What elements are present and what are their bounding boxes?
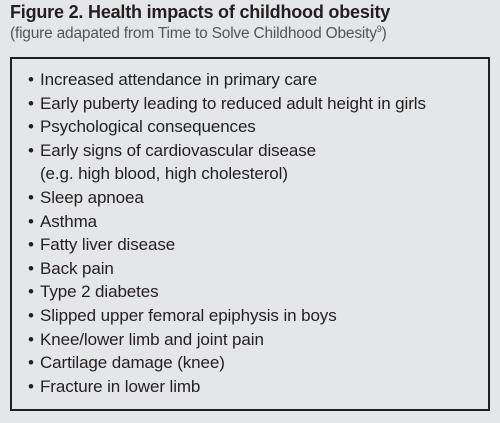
item-text: Back pain <box>40 258 114 278</box>
item-text: Fatty liver disease <box>40 235 176 255</box>
list-item: Fracture in lower limb <box>28 375 488 399</box>
figure-subtitle: (figure adapated from Time to Solve Chil… <box>10 24 387 43</box>
list-item: Early puberty leading to reduced adult h… <box>28 92 488 116</box>
list-item: Psychological consequences <box>28 115 488 139</box>
list-item: Asthma <box>28 210 488 234</box>
list-item: Sleep apnoea <box>28 186 488 210</box>
list-item: Cartilage damage (knee) <box>28 351 488 375</box>
item-text: Type 2 diabetes <box>40 282 159 302</box>
item-text: Early signs of cardiovascular disease <box>40 140 316 160</box>
list-item: Type 2 diabetes <box>28 280 488 304</box>
list-item: Fatty liver disease <box>28 233 488 257</box>
subtitle-text: (figure adapated from Time to Solve Chil… <box>10 25 377 42</box>
item-text: (e.g. high blood, high cholesterol) <box>40 164 288 184</box>
figure-title: Figure 2. Health impacts of childhood ob… <box>10 2 391 22</box>
item-text: Sleep apnoea <box>40 187 144 207</box>
list-item: Slipped upper femoral epiphysis in boys <box>28 304 488 328</box>
item-text: Psychological consequences <box>40 117 256 137</box>
list-item: Knee/lower limb and joint pain <box>28 328 488 352</box>
list-item: Early signs of cardiovascular disease (e.… <box>28 139 488 186</box>
item-text: Early puberty leading to reduced adult h… <box>40 93 426 113</box>
list-item: Back pain <box>28 257 488 281</box>
item-text: Fracture in lower limb <box>40 376 201 396</box>
item-text: Increased attendance in primary care <box>40 70 318 89</box>
impact-list: Increased attendance in primary care Earl… <box>12 59 488 398</box>
item-text: Cartilage damage (knee) <box>40 353 225 373</box>
subtitle-end: ) <box>381 25 387 42</box>
list-item: Increased attendance in primary care <box>28 68 488 92</box>
item-text: Slipped upper femoral epiphysis in boys <box>40 305 337 325</box>
item-text: Asthma <box>40 211 98 231</box>
reference: 9 <box>376 24 382 34</box>
item-text: Knee/lower limb and joint pain <box>40 329 264 349</box>
list-box: Increased attendance in primary care Earl… <box>10 57 490 411</box>
